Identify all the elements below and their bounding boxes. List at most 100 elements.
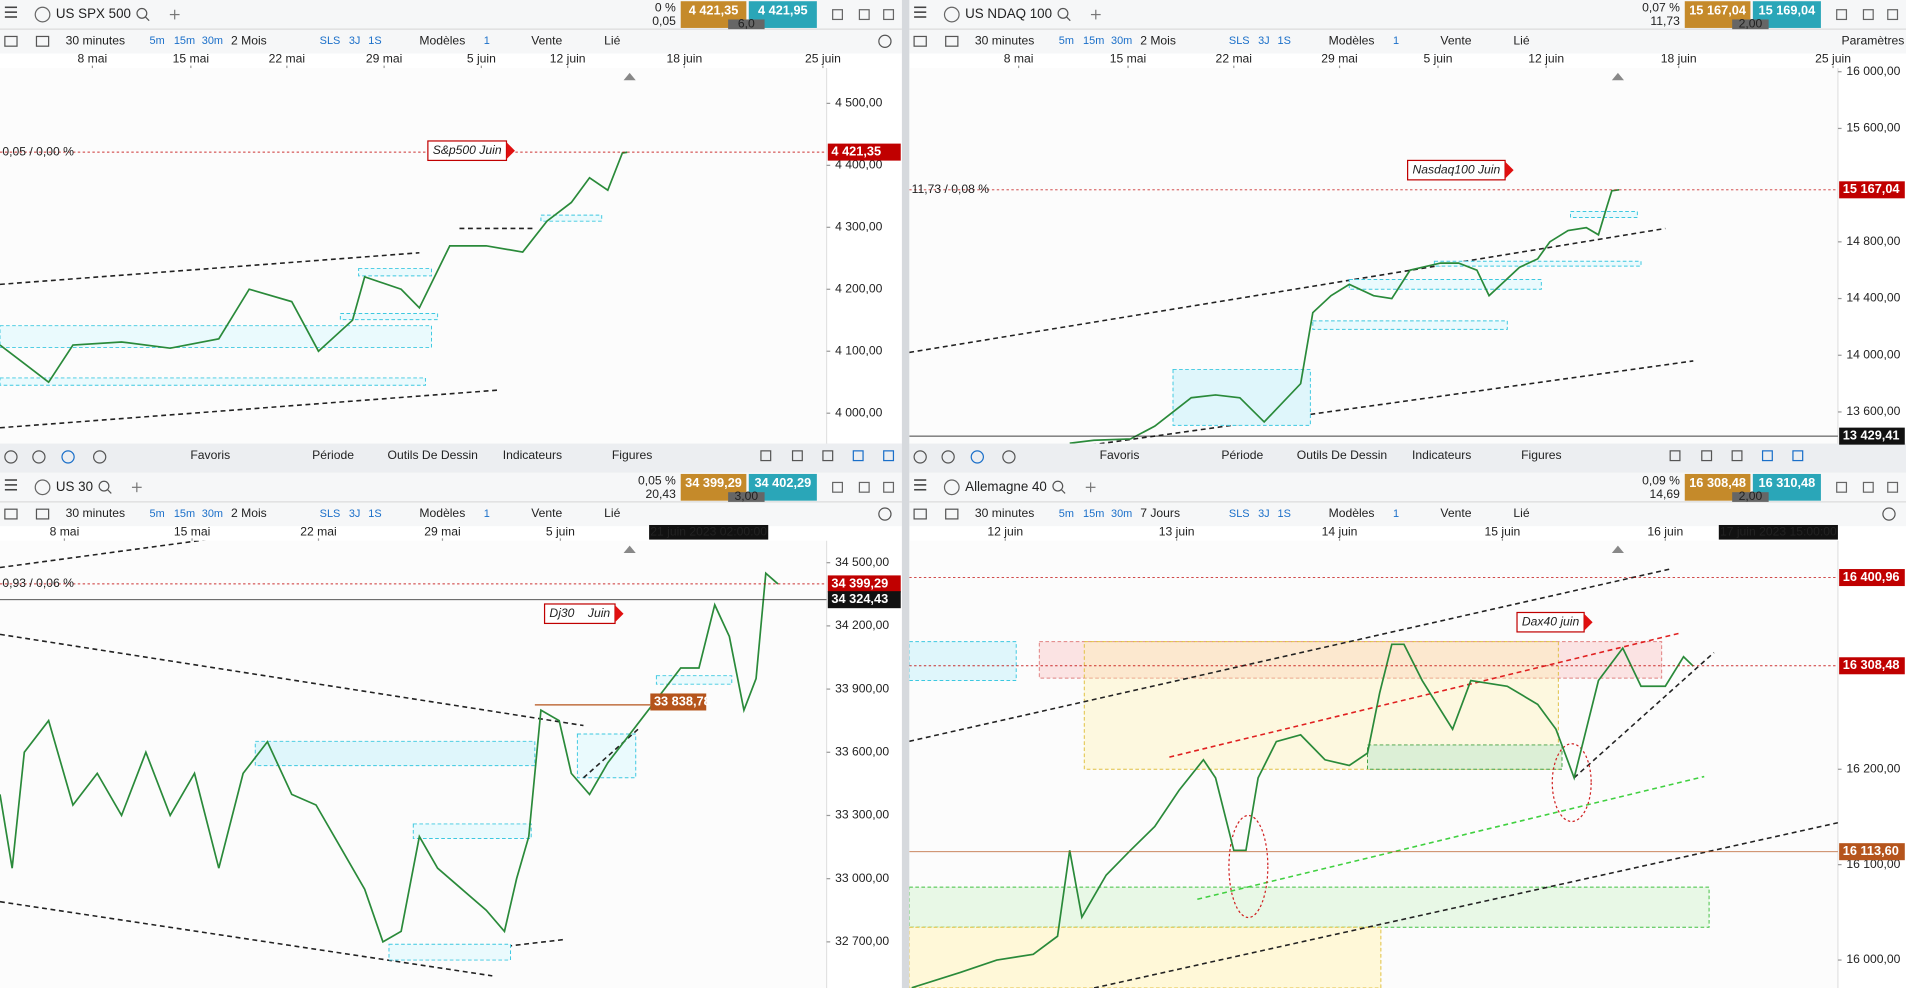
icon-stop[interactable] xyxy=(32,450,46,464)
icon-tool[interactable] xyxy=(1669,450,1681,462)
timeframe[interactable]: 30 minutes xyxy=(66,34,125,48)
ask[interactable]: 34 402,29 xyxy=(754,475,811,490)
menu-item[interactable]: Outils De Dessin xyxy=(1297,448,1387,462)
icon-reset[interactable] xyxy=(913,450,927,464)
interval-button[interactable]: 30m xyxy=(1111,508,1132,520)
mode-button[interactable]: 1S xyxy=(1278,508,1291,520)
menu-item[interactable]: Indicateurs xyxy=(1412,448,1471,462)
interval-button[interactable]: 5m xyxy=(1059,508,1074,520)
sell[interactable]: Vente xyxy=(531,34,562,48)
window-icon[interactable] xyxy=(858,481,870,493)
toolbar-icon[interactable] xyxy=(4,35,18,47)
menu-item[interactable]: Indicateurs xyxy=(503,448,562,462)
timeframe[interactable]: 30 minutes xyxy=(975,506,1034,520)
templates[interactable]: Modèles xyxy=(419,506,465,520)
templates[interactable]: Modèles xyxy=(419,34,465,48)
interval-button[interactable]: 30m xyxy=(202,508,223,520)
mode-button[interactable]: 3J xyxy=(1258,508,1270,520)
search-icon[interactable] xyxy=(1057,7,1069,19)
search-icon[interactable] xyxy=(136,7,148,19)
window-icon[interactable] xyxy=(1862,481,1874,493)
mode-button[interactable]: 1S xyxy=(1278,35,1291,47)
bid[interactable]: 16 308,48 xyxy=(1689,475,1746,490)
templates[interactable]: Modèles xyxy=(1329,34,1375,48)
window-icon[interactable] xyxy=(1887,9,1899,21)
window-icon[interactable] xyxy=(858,9,870,21)
icon-fit[interactable] xyxy=(1792,450,1804,462)
instrument-title[interactable]: US NDAQ 100 xyxy=(965,6,1052,21)
mode-button[interactable]: 3J xyxy=(349,35,361,47)
period[interactable]: 2 Mois xyxy=(231,506,267,520)
mode-button[interactable]: SLS xyxy=(320,508,341,520)
link-icon[interactable] xyxy=(943,479,960,496)
interval-button[interactable]: 30m xyxy=(1111,35,1132,47)
mode-button[interactable]: SLS xyxy=(1229,508,1250,520)
link-icon[interactable] xyxy=(943,6,960,23)
sell[interactable]: Vente xyxy=(1440,34,1471,48)
interval-button[interactable]: 15m xyxy=(174,35,195,47)
icon-magnet[interactable] xyxy=(1002,450,1016,464)
interval-button[interactable]: 30m xyxy=(202,35,223,47)
settings[interactable]: Paramètres xyxy=(1842,34,1905,48)
icon-fit[interactable] xyxy=(883,450,895,462)
mode-button[interactable]: SLS xyxy=(1229,35,1250,47)
menu-item[interactable]: Favoris xyxy=(1100,448,1140,462)
sell[interactable]: Vente xyxy=(1440,506,1471,520)
sell[interactable]: Vente xyxy=(531,506,562,520)
linked[interactable]: Lié xyxy=(604,34,620,48)
ask[interactable]: 15 169,04 xyxy=(1759,2,1817,17)
menu-item[interactable]: Outils De Dessin xyxy=(388,448,478,462)
window-icon[interactable] xyxy=(1862,9,1874,21)
interval-button[interactable]: 5m xyxy=(150,508,165,520)
icon-pen[interactable] xyxy=(61,450,75,464)
search-icon[interactable] xyxy=(1052,480,1064,492)
bid[interactable]: 4 421,35 xyxy=(689,2,739,17)
period[interactable]: 2 Mois xyxy=(231,34,267,48)
icon-plus[interactable] xyxy=(1731,450,1743,462)
linked[interactable]: Lié xyxy=(1513,506,1529,520)
link-icon[interactable] xyxy=(34,479,51,496)
toolbar-icon[interactable] xyxy=(945,35,959,47)
menu-item[interactable]: Figures xyxy=(1521,448,1561,462)
link-number[interactable]: 1 xyxy=(484,508,490,520)
mode-button[interactable]: SLS xyxy=(320,35,341,47)
toolbar-icon[interactable] xyxy=(35,35,50,47)
mode-button[interactable]: 1S xyxy=(368,508,381,520)
icon-magnet[interactable] xyxy=(92,450,107,464)
link-number[interactable]: 1 xyxy=(484,35,490,47)
icon-stop[interactable] xyxy=(941,450,955,464)
search-icon[interactable] xyxy=(98,480,110,492)
icon-pen[interactable] xyxy=(970,450,984,464)
icon-tool[interactable] xyxy=(760,450,772,462)
icon-cross[interactable] xyxy=(1761,450,1773,462)
mode-button[interactable]: 1S xyxy=(368,35,381,47)
window-icon[interactable] xyxy=(1836,481,1848,493)
window-icon[interactable] xyxy=(832,9,843,21)
icon-plus[interactable] xyxy=(822,450,834,462)
link-icon[interactable] xyxy=(34,6,51,23)
menu-item[interactable]: Période xyxy=(312,448,354,462)
linked[interactable]: Lié xyxy=(604,506,620,520)
linked[interactable]: Lié xyxy=(1513,34,1529,48)
icon-reset[interactable] xyxy=(4,450,18,464)
window-icon[interactable] xyxy=(1836,9,1848,21)
settings-icon[interactable] xyxy=(1882,507,1896,521)
menu-item[interactable]: Figures xyxy=(612,448,652,462)
ask[interactable]: 16 310,48 xyxy=(1759,475,1816,490)
instrument-title[interactable]: US 30 xyxy=(56,479,93,494)
menu-item[interactable]: Favoris xyxy=(190,448,230,462)
period[interactable]: 7 Jours xyxy=(1140,506,1180,520)
settings-icon[interactable] xyxy=(878,34,892,49)
interval-button[interactable]: 15m xyxy=(174,508,195,520)
ask[interactable]: 4 421,95 xyxy=(758,2,808,17)
bid[interactable]: 34 399,29 xyxy=(685,475,742,490)
window-icon[interactable] xyxy=(832,481,843,493)
instrument-title[interactable]: Allemagne 40 xyxy=(965,479,1047,494)
timeframe[interactable]: 30 minutes xyxy=(66,506,125,520)
window-icon[interactable] xyxy=(883,481,895,493)
templates[interactable]: Modèles xyxy=(1329,506,1375,520)
link-number[interactable]: 1 xyxy=(1393,35,1399,47)
toolbar-icon[interactable] xyxy=(945,508,959,520)
settings-icon[interactable] xyxy=(878,507,892,521)
icon-minus[interactable] xyxy=(791,450,803,462)
